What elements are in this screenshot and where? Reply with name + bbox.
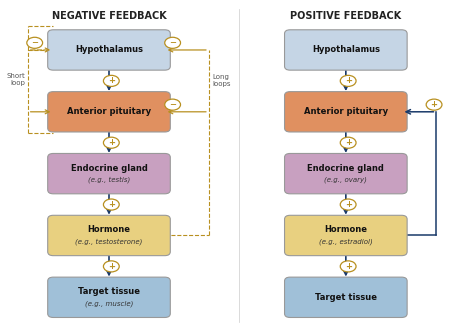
Circle shape (103, 137, 119, 148)
Text: Hormone: Hormone (324, 225, 367, 234)
Text: +: + (108, 138, 115, 147)
Text: POSITIVE FEEDBACK: POSITIVE FEEDBACK (290, 11, 401, 21)
Circle shape (165, 37, 181, 48)
Text: +: + (108, 200, 115, 209)
Text: (e.g., testosterone): (e.g., testosterone) (75, 239, 143, 245)
FancyBboxPatch shape (48, 92, 170, 132)
Text: Short
loop: Short loop (7, 73, 26, 86)
Circle shape (340, 137, 356, 148)
FancyBboxPatch shape (284, 30, 407, 70)
Circle shape (340, 199, 356, 210)
Circle shape (27, 37, 43, 48)
Circle shape (165, 99, 181, 110)
FancyBboxPatch shape (48, 30, 170, 70)
Text: Hormone: Hormone (88, 225, 130, 234)
Circle shape (340, 75, 356, 86)
Text: Long
loops: Long loops (212, 74, 231, 87)
Circle shape (103, 199, 119, 210)
FancyBboxPatch shape (284, 154, 407, 194)
Text: +: + (430, 100, 438, 109)
Circle shape (103, 75, 119, 86)
Text: Endocrine gland: Endocrine gland (308, 164, 384, 172)
FancyBboxPatch shape (48, 277, 170, 317)
Text: −: − (31, 38, 38, 47)
Text: (e.g., testis): (e.g., testis) (88, 177, 130, 183)
Text: Anterior pituitary: Anterior pituitary (304, 107, 388, 116)
Text: +: + (345, 262, 352, 271)
Text: Hypothalamus: Hypothalamus (75, 45, 143, 55)
Text: −: − (169, 100, 176, 109)
Text: +: + (108, 76, 115, 85)
Text: Target tissue: Target tissue (78, 287, 140, 296)
Text: (e.g., muscle): (e.g., muscle) (85, 301, 133, 307)
Text: Endocrine gland: Endocrine gland (71, 164, 147, 172)
Text: Target tissue: Target tissue (315, 293, 377, 302)
Text: Anterior pituitary: Anterior pituitary (67, 107, 151, 116)
Text: +: + (345, 138, 352, 147)
Text: NEGATIVE FEEDBACK: NEGATIVE FEEDBACK (52, 11, 166, 21)
FancyBboxPatch shape (48, 154, 170, 194)
FancyBboxPatch shape (284, 215, 407, 256)
Text: +: + (345, 200, 352, 209)
Circle shape (340, 261, 356, 272)
FancyBboxPatch shape (284, 92, 407, 132)
FancyBboxPatch shape (48, 215, 170, 256)
FancyBboxPatch shape (284, 277, 407, 317)
Circle shape (426, 99, 442, 110)
Text: (e.g., estradiol): (e.g., estradiol) (319, 239, 373, 245)
Text: Hypothalamus: Hypothalamus (312, 45, 380, 55)
Text: (e.g., ovary): (e.g., ovary) (324, 177, 367, 183)
Text: +: + (108, 262, 115, 271)
Circle shape (103, 261, 119, 272)
Text: +: + (345, 76, 352, 85)
Text: −: − (169, 38, 176, 47)
